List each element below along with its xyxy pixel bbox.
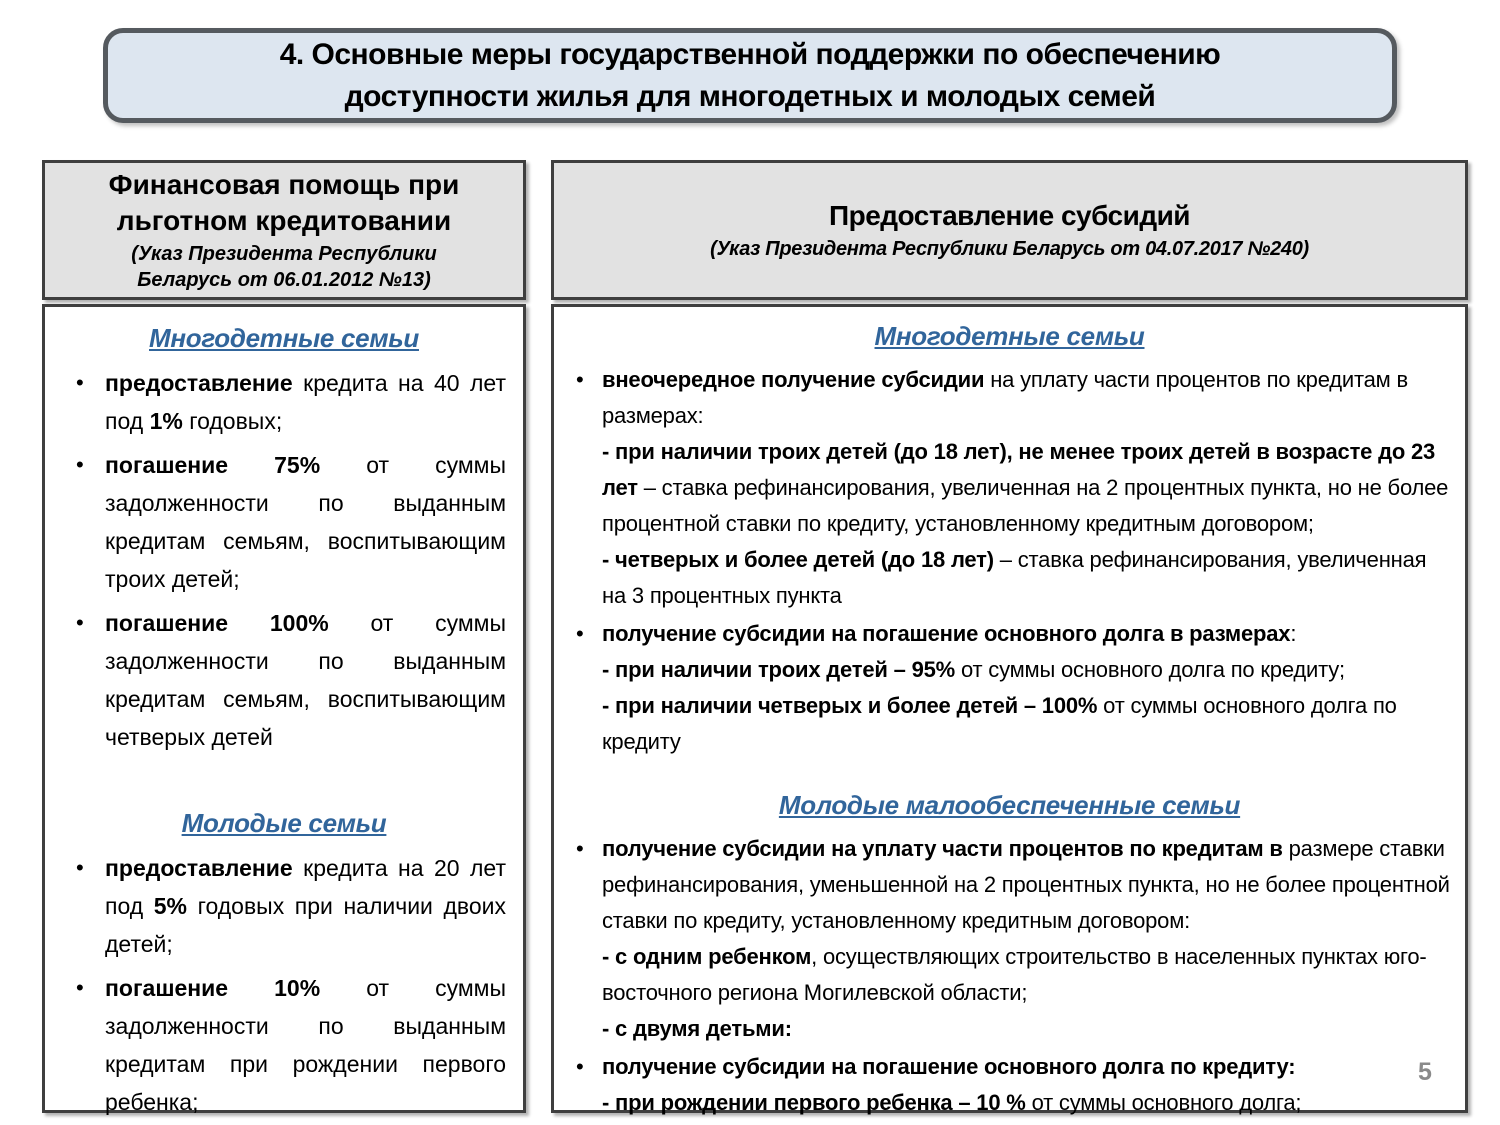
left-young-families-list: предоставление кредита на 20 лет под 5% … xyxy=(62,849,506,1125)
bullet-item: погашение 75% от суммы задолженности по … xyxy=(62,446,506,598)
bullet-item: получение субсидии на уплату части проце… xyxy=(568,831,1451,1047)
bullet-item: погашение 100% от суммы задолженности по… xyxy=(62,604,506,756)
right-large-families-list: внеочередное получение субсидии на уплат… xyxy=(568,362,1451,760)
left-panel-subtitle: (Указ Президента Республики Беларусь от … xyxy=(131,243,437,292)
left-section-heading-large-families: Многодетные семьи xyxy=(149,323,419,353)
slide-title-box: 4. Основные меры государственной поддерж… xyxy=(103,28,1397,123)
bullet-item: внеочередное получение субсидии на уплат… xyxy=(568,362,1451,614)
slide-title-line-2: доступности жилья для многодетных и моло… xyxy=(344,79,1156,113)
right-panel-subtitle: (Указ Президента Республики Беларусь от … xyxy=(710,238,1309,261)
bullet-item: предоставление кредита на 40 лет под 1% … xyxy=(62,364,506,440)
bullet-item: получение субсидии на погашение основног… xyxy=(568,616,1451,760)
right-panel-header: Предоставление субсидий (Указ Президента… xyxy=(551,160,1468,300)
right-section-heading-large-families: Многодетные семьи xyxy=(874,321,1145,351)
left-panel-title: Финансовая помощь при льготном кредитова… xyxy=(108,168,460,236)
left-large-families-list: предоставление кредита на 40 лет под 1% … xyxy=(62,364,506,756)
left-panel-header: Финансовая помощь при льготном кредитова… xyxy=(42,160,526,300)
bullet-item: предоставление кредита на 20 лет под 5% … xyxy=(62,849,506,963)
page-number: 5 xyxy=(1418,1058,1432,1086)
bullet-item: получение субсидии на погашение основног… xyxy=(568,1049,1451,1125)
left-section-heading-young-families: Молодые семьи xyxy=(181,808,387,838)
left-panel-body: Многодетные семьи предоставление кредита… xyxy=(42,304,526,1115)
right-young-families-list: получение субсидии на уплату части проце… xyxy=(568,831,1451,1125)
right-panel-body: Многодетные семьи внеочередное получение… xyxy=(551,304,1468,1115)
slide-title-line-1: 4. Основные меры государственной поддерж… xyxy=(279,37,1221,71)
right-section-heading-young-lowincome-families: Молодые малообеспеченные семьи xyxy=(778,790,1241,820)
bullet-item: погашение 10% от суммы задолженности по … xyxy=(62,969,506,1121)
right-panel-title: Предоставление субсидий xyxy=(828,199,1191,231)
